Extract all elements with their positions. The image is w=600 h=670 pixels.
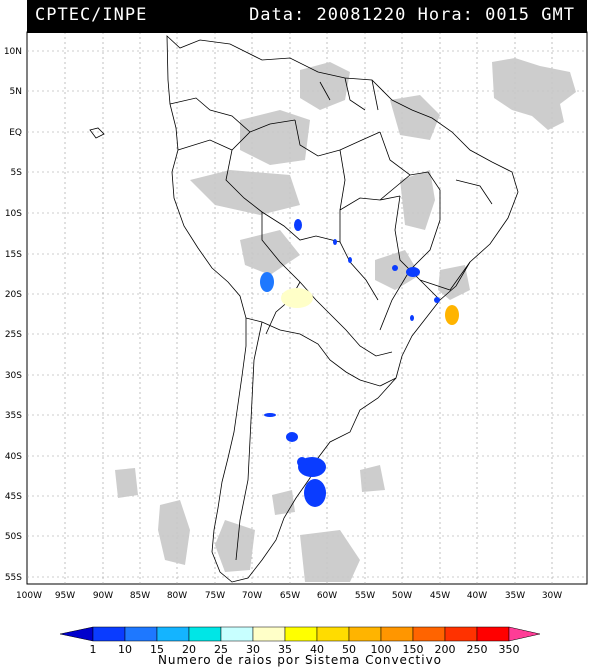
colorbar-swatch (92, 626, 126, 642)
colorbar-swatch (412, 626, 446, 642)
lat-label: 45S (5, 492, 22, 502)
colorbar-label: 350 (499, 643, 520, 656)
island-outline (89, 127, 105, 139)
colorbar-swatch (220, 626, 254, 642)
lon-label: 35W (505, 591, 525, 601)
colorbar-label: 30 (246, 643, 260, 656)
source-label: CPTEC/INPE (35, 5, 148, 25)
colorbar-swatch (476, 626, 510, 642)
lat-label: EQ (9, 128, 22, 138)
lat-label: 40S (5, 452, 22, 462)
convective-cell-blue (264, 413, 276, 417)
longitude-axis: 100W 95W 90W 85W 80W 75W 70W 65W 60W 55W… (16, 591, 562, 601)
convective-cell-blue (286, 432, 298, 442)
colorbar-label: 200 (435, 643, 456, 656)
convective-systems (260, 219, 459, 507)
title-bar: CPTEC/INPE Data: 20081220 Hora: 0015 GMT (27, 0, 587, 33)
lon-label: 75W (205, 591, 225, 601)
colorbar-label: 50 (342, 643, 356, 656)
colorbar-caption: Numero de raios por Sistema Convectivo (157, 653, 443, 667)
lon-label: 90W (93, 591, 113, 601)
colorbar-label: 150 (403, 643, 424, 656)
colorbar-swatch (156, 626, 190, 642)
colorbar-swatch (252, 626, 286, 642)
lat-label: 55S (5, 573, 22, 583)
date-value: 20081220 (316, 5, 407, 25)
colorbar: 1 10 15 20 25 30 35 40 50 100 150 200 25… (59, 626, 541, 656)
latitude-axis: 10N 5N EQ 5S 10S 15S 20S 25S 30S 35S 40S… (4, 47, 22, 583)
colorbar-label: 250 (467, 643, 488, 656)
convective-cell-blue (392, 265, 398, 271)
colorbar-swatch (380, 626, 414, 642)
lat-label: 25S (5, 330, 22, 340)
convective-cell-blue (260, 272, 274, 292)
convective-cell-blue (333, 239, 337, 245)
lat-label: 50S (5, 532, 22, 542)
colorbar-label: 20 (182, 643, 196, 656)
lat-label: 30S (5, 371, 22, 381)
colorbar-right-arrow (508, 626, 541, 642)
colorbar-swatch (316, 626, 350, 642)
convective-cell-yellow (281, 288, 313, 308)
convective-cell-blue (434, 297, 440, 303)
lat-label: 10N (4, 47, 22, 57)
date-label: Data: (249, 5, 306, 25)
lon-label: 85W (130, 591, 150, 601)
colorbar-label: 35 (278, 643, 292, 656)
lon-label: 40W (467, 591, 487, 601)
lon-label: 60W (317, 591, 337, 601)
colorbar-swatch (444, 626, 478, 642)
colorbar-label: 40 (310, 643, 324, 656)
colorbar-swatch (284, 626, 318, 642)
colorbar-label: 15 (150, 643, 164, 656)
time-label: Hora: (417, 5, 474, 25)
timestamp-label: Data: 20081220 Hora: 0015 GMT (249, 5, 575, 25)
lon-label: 100W (16, 591, 42, 601)
lat-label: 20S (5, 290, 22, 300)
lat-label: 35S (5, 411, 22, 421)
convective-cell-blue (297, 457, 307, 467)
cloud-areas (115, 58, 576, 582)
convective-cell-blue (304, 479, 326, 507)
convective-cell-blue (406, 267, 420, 277)
colorbar-label: 10 (118, 643, 132, 656)
lat-label: 15S (5, 250, 22, 260)
time-value: 0015 (485, 5, 531, 25)
colorbar-swatch (348, 626, 382, 642)
colorbar-swatch (124, 626, 158, 642)
lon-label: 30W (542, 591, 562, 601)
lat-label: 5N (10, 87, 22, 97)
lat-label: 5S (11, 168, 23, 178)
convective-cell-blue (348, 257, 352, 263)
lon-label: 70W (242, 591, 262, 601)
colorbar-label: 25 (214, 643, 228, 656)
convective-cell-blue (294, 219, 302, 231)
colorbar-left-arrow (59, 626, 94, 642)
lon-label: 80W (167, 591, 187, 601)
lon-label: 50W (392, 591, 412, 601)
lat-label: 10S (5, 209, 22, 219)
lon-label: 65W (280, 591, 300, 601)
convective-cell-blue (410, 315, 414, 321)
colorbar-swatch (188, 626, 222, 642)
lon-label: 55W (355, 591, 375, 601)
timezone-value: GMT (541, 5, 575, 25)
convective-cell-orange (445, 305, 459, 325)
colorbar-label: 100 (371, 643, 392, 656)
colorbar-label: 1 (90, 643, 97, 656)
continent-outline (166, 35, 519, 583)
lon-label: 95W (55, 591, 75, 601)
lon-label: 45W (430, 591, 450, 601)
